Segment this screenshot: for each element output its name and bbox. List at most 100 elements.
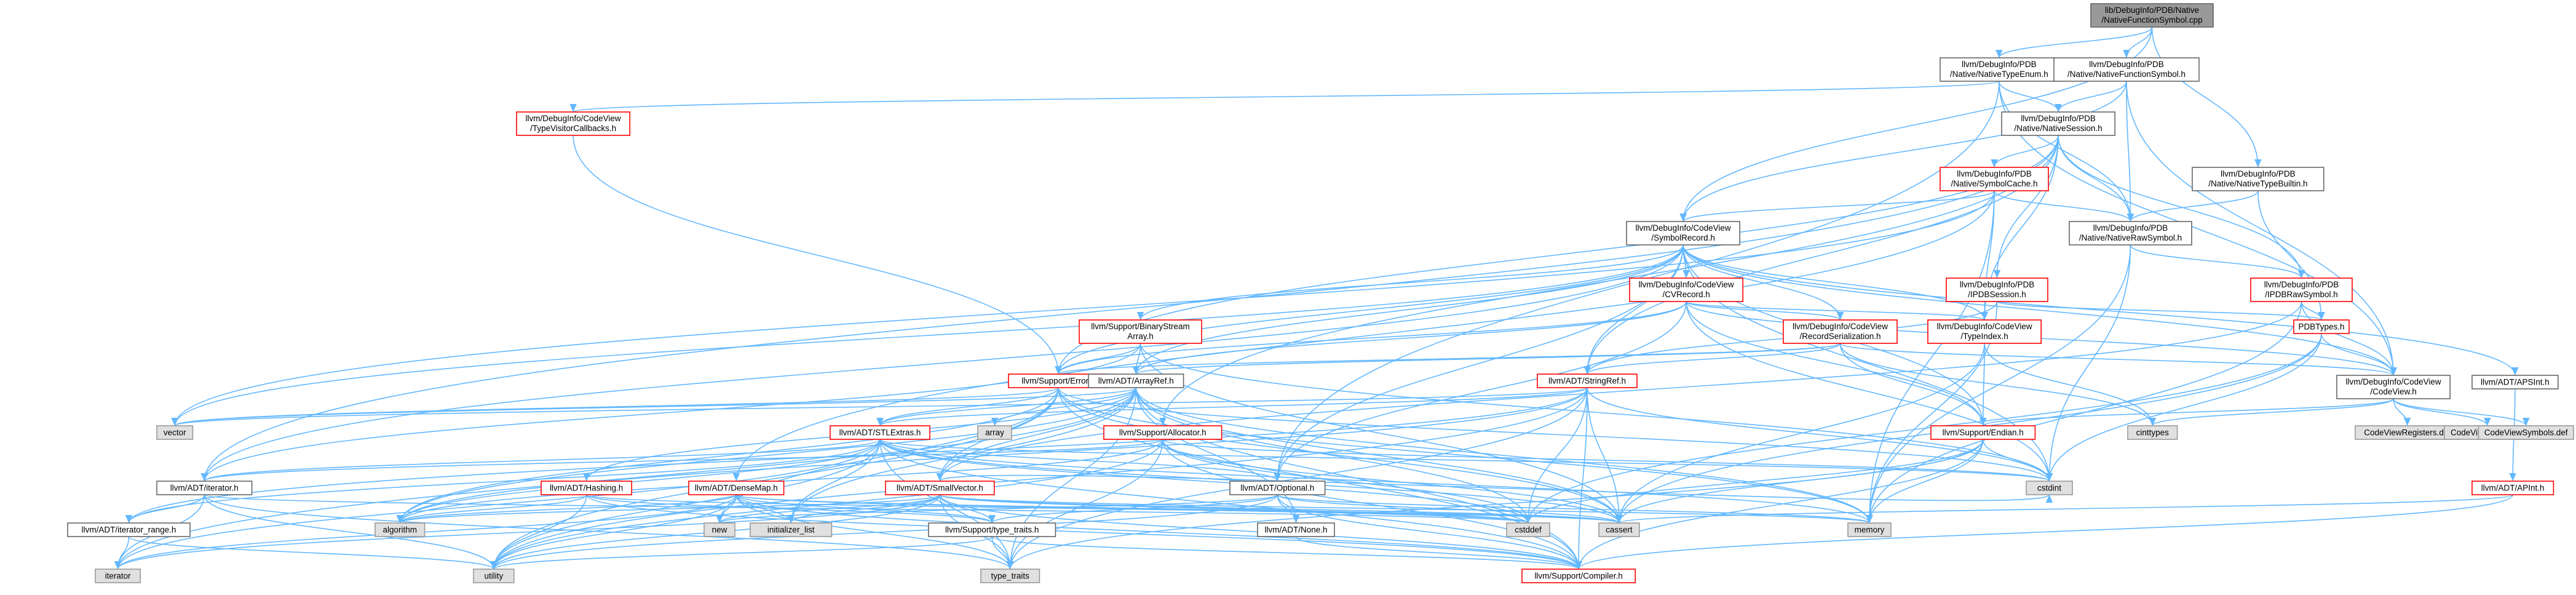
- edge-cvrecord-to-arrayref: [1132, 301, 1687, 375]
- node-nativetypeenum[interactable]: llvm/DebugInfo/PDB/Native/NativeTypeEnum…: [1940, 57, 2059, 82]
- node-smallvector[interactable]: llvm/ADT/SmallVector.h: [885, 481, 995, 495]
- edge-typetraitsh-to-compiler: [991, 536, 1582, 570]
- edge-nativesession-to-nativerawsymbol: [2058, 135, 2134, 222]
- node-utility[interactable]: utility: [473, 569, 515, 583]
- node-box: [2127, 425, 2178, 440]
- node-label: llvm/ADT/None.h: [1264, 525, 1327, 535]
- edge-codeview-to-cinttypes: [2149, 398, 2394, 426]
- node-hashing[interactable]: llvm/ADT/Hashing.h: [541, 481, 632, 495]
- edge-densemap-to-utility: [490, 494, 737, 570]
- edge-symbolcache-to-densemap: [732, 190, 1995, 482]
- edge-endian-to-memory: [1866, 439, 1984, 524]
- edge-allocator-to-cassert: [1162, 439, 1623, 524]
- node-box: [375, 522, 426, 537]
- edge-typetraitsh-to-typetraits: [991, 536, 1014, 570]
- edge-error-to-cstdint: [1058, 387, 2053, 482]
- node-box: [2069, 221, 2192, 246]
- edge-smallvector-to-algorithm: [397, 494, 941, 524]
- node-typeindex[interactable]: llvm/DebugInfo/CodeView/TypeIndex.h: [1927, 319, 2042, 344]
- node-label: algorithm: [383, 525, 418, 535]
- node-array[interactable]: array: [977, 425, 1012, 440]
- node-cstddef[interactable]: cstddef: [1506, 522, 1550, 537]
- edge-stringref-to-iteratorrange: [125, 387, 1588, 524]
- node-box: [928, 522, 1056, 537]
- node-apsint[interactable]: llvm/ADT/APSInt.h: [2471, 375, 2559, 389]
- node-nativetypebuiltin[interactable]: llvm/DebugInfo/PDB/Native/NativeTypeBuil…: [2192, 167, 2324, 191]
- node-box: [2250, 278, 2353, 302]
- node-box: [2471, 481, 2554, 495]
- node-label: llvm/DebugInfo/PDB: [2021, 114, 2096, 123]
- node-arrayref[interactable]: llvm/ADT/ArrayRef.h: [1088, 373, 1184, 388]
- edge-densemap-to-typetraits: [735, 494, 1014, 570]
- edge-nativerawsymbol-to-cstdint: [2045, 244, 2131, 482]
- node-typetraits[interactable]: type_traits: [980, 569, 1040, 583]
- node-label: llvm/DebugInfo/PDB: [1962, 60, 2037, 69]
- node-vector[interactable]: vector: [156, 425, 194, 440]
- edge-symbolcache-to-memory: [1866, 190, 1995, 524]
- node-ipdbrawsymbol[interactable]: llvm/DebugInfo/PDB/IPDBRawSymbol.h: [2250, 278, 2353, 302]
- node-allocator[interactable]: llvm/Support/Allocator.h: [1103, 425, 1223, 440]
- nodes-layer: lib/DebugInfo/PDB/Native/NativeFunctionS…: [67, 3, 2574, 583]
- node-algorithm[interactable]: algorithm: [375, 522, 426, 537]
- edges-layer: [114, 26, 2530, 570]
- node-new[interactable]: new: [703, 522, 735, 537]
- node-optional[interactable]: llvm/ADT/Optional.h: [1229, 481, 1326, 495]
- node-label: llvm/ADT/iterator.h: [170, 484, 239, 493]
- node-label: /TypeIndex.h: [1960, 332, 2008, 341]
- node-symbolcache[interactable]: llvm/DebugInfo/PDB/Native/SymbolCache.h: [1940, 167, 2049, 191]
- node-compiler[interactable]: llvm/Support/Compiler.h: [1521, 569, 1636, 583]
- node-stlextras[interactable]: llvm/ADT/STLExtras.h: [830, 425, 930, 440]
- edge-stringref-to-utility: [490, 387, 1588, 570]
- node-iterator[interactable]: iterator: [95, 569, 141, 583]
- edge-stlextras-to-iteratorh: [200, 439, 881, 482]
- node-symbolrecord[interactable]: llvm/DebugInfo/CodeView/SymbolRecord.h: [1626, 221, 1740, 246]
- edge-hashing-to-algorithm: [396, 494, 587, 524]
- node-cvrecord[interactable]: llvm/DebugInfo/CodeView/CVRecord.h: [1629, 278, 1743, 302]
- node-label: cstdint: [2037, 484, 2061, 493]
- node-cstdint[interactable]: cstdint: [2026, 481, 2073, 495]
- edge-pdbtypes-to-codeview: [2321, 333, 2397, 376]
- node-nativesession[interactable]: llvm/DebugInfo/PDB/Native/NativeSession.…: [2001, 111, 2115, 136]
- node-label: type_traits: [991, 572, 1030, 581]
- node-apint[interactable]: llvm/ADT/APInt.h: [2471, 481, 2554, 495]
- node-root[interactable]: lib/DebugInfo/PDB/Native/NativeFunctionS…: [2090, 3, 2214, 28]
- node-label: llvm/ADT/STLExtras.h: [839, 428, 921, 437]
- node-endian[interactable]: llvm/Support/Endian.h: [1930, 425, 2036, 440]
- node-nativefunctionsymbol[interactable]: llvm/DebugInfo/PDB/Native/NativeFunction…: [2053, 57, 2200, 82]
- node-iteratorrange[interactable]: llvm/ADT/iterator_range.h: [67, 522, 191, 537]
- node-recordserialization[interactable]: llvm/DebugInfo/CodeView/RecordSerializat…: [1783, 319, 1898, 344]
- edge-symbolrecord-to-stringref: [1583, 244, 1684, 375]
- node-stringref[interactable]: llvm/ADT/StringRef.h: [1537, 373, 1638, 388]
- node-cvsymbols[interactable]: CodeViewSymbols.def: [2478, 425, 2574, 440]
- node-codeview[interactable]: llvm/DebugInfo/CodeView/CodeView.h: [2336, 375, 2451, 399]
- node-pdbtypes[interactable]: PDBTypes.h: [2293, 319, 2350, 334]
- node-label: /RecordSerialization.h: [1799, 332, 1880, 341]
- edge-symbolrecord-to-vector: [171, 244, 1684, 426]
- node-nativerawsymbol[interactable]: llvm/DebugInfo/PDB/Native/NativeRawSymbo…: [2069, 221, 2192, 246]
- node-box: [2053, 57, 2200, 82]
- node-cassert[interactable]: cassert: [1598, 522, 1640, 537]
- node-ipdbsession[interactable]: llvm/DebugInfo/PDB/IPDBSession.h: [1946, 278, 2048, 302]
- node-none[interactable]: llvm/ADT/None.h: [1257, 522, 1335, 537]
- node-box: [1506, 522, 1550, 537]
- node-densemap[interactable]: llvm/ADT/DenseMap.h: [688, 481, 785, 495]
- node-memory[interactable]: memory: [1847, 522, 1892, 537]
- node-cinttypes[interactable]: cinttypes: [2127, 425, 2178, 440]
- edge-symbolrecord-to-error: [1055, 244, 1684, 375]
- node-label: llvm/ADT/APSInt.h: [2481, 378, 2550, 387]
- node-label: /CVRecord.h: [1662, 290, 1710, 299]
- node-typevisitorcallbacks[interactable]: llvm/DebugInfo/CodeView/TypeVisitorCallb…: [516, 111, 630, 136]
- node-initializerlist[interactable]: initializer_list: [750, 522, 833, 537]
- node-iteratorh[interactable]: llvm/ADT/iterator.h: [156, 481, 253, 495]
- node-cvregisters[interactable]: CodeViewRegisters.def: [2355, 425, 2460, 440]
- node-box: [67, 522, 191, 537]
- node-label: cinttypes: [2136, 428, 2170, 437]
- edge-iteratorrange-to-iterator: [114, 536, 130, 570]
- edge-apint-to-compiler: [1575, 494, 2513, 570]
- node-error[interactable]: llvm/Support/Error.h: [1008, 373, 1109, 388]
- node-label: llvm/DebugInfo/CodeView: [1793, 322, 1888, 331]
- node-typetraitsh[interactable]: llvm/Support/type_traits.h: [928, 522, 1056, 537]
- node-box: [2026, 481, 2073, 495]
